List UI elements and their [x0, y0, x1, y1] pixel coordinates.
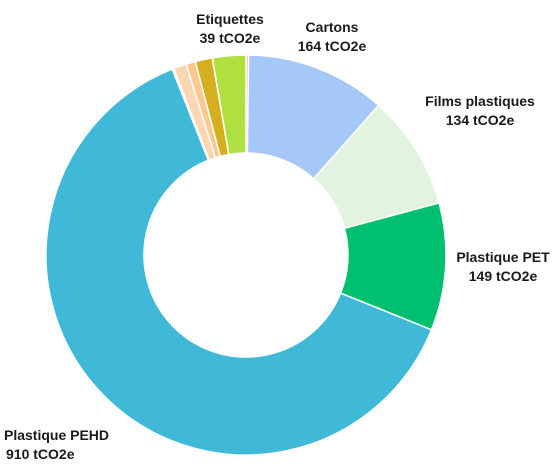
label-cartons: Cartons 164 tCO2e: [282, 18, 382, 56]
label-etiquettes-name: Etiquettes: [196, 11, 264, 27]
slice-plastique-pehd: [45, 68, 433, 456]
label-cartons-value: 164 tCO2e: [297, 38, 367, 54]
label-etiquettes: Etiquettes 39 tCO2e: [182, 10, 278, 48]
label-plastique-pet: Plastique PET 149 tCO2e: [448, 248, 558, 286]
label-films-plastiques-value: 134 tCO2e: [445, 112, 515, 128]
label-films-plastiques-name: Films plastiques: [425, 93, 535, 109]
label-films-plastiques: Films plastiques 134 tCO2e: [410, 92, 550, 130]
slice-etiquettes: [211, 54, 247, 156]
label-plastique-pet-value: 149 tCO2e: [468, 268, 538, 284]
label-etiquettes-value: 39 tCO2e: [199, 30, 261, 46]
label-plastique-pehd: Plastique PEHD 910 tCO2e: [4, 426, 154, 464]
label-plastique-pehd-name: Plastique PEHD: [4, 427, 110, 443]
label-plastique-pehd-value: 910 tCO2e: [6, 446, 75, 462]
label-cartons-name: Cartons: [305, 19, 359, 35]
label-plastique-pet-name: Plastique PET: [456, 249, 550, 265]
